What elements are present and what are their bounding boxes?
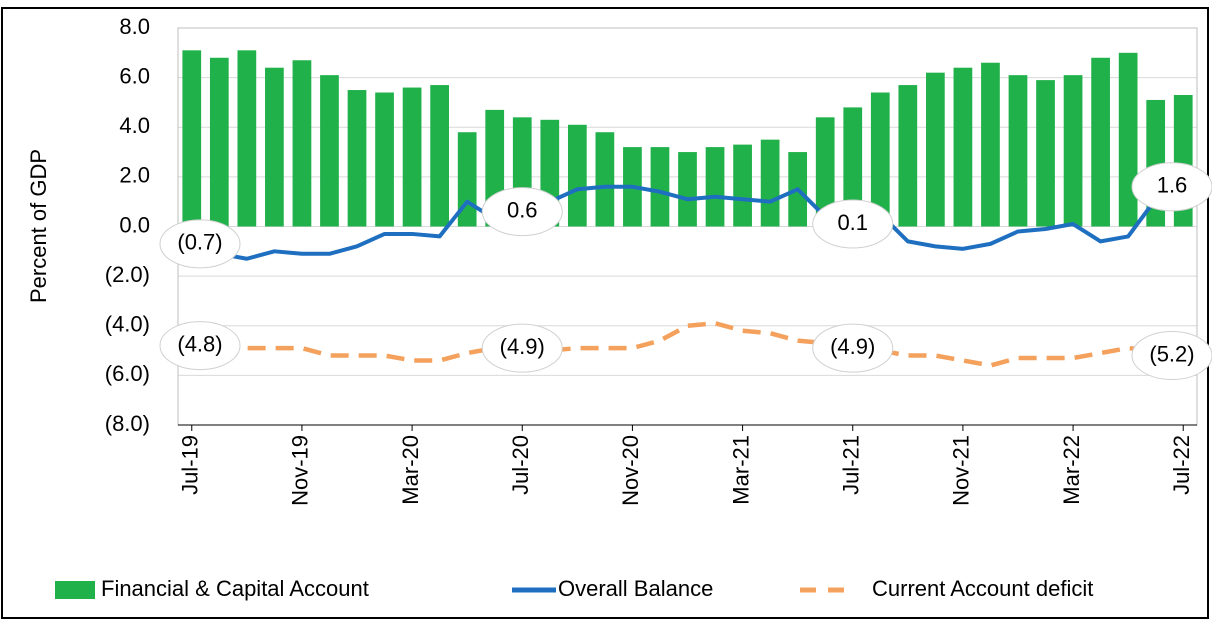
data-label-bubble xyxy=(812,199,894,249)
y-tick-label: (8.0) xyxy=(105,411,150,436)
bar xyxy=(1118,52,1138,227)
legend-label: Financial & Capital Account xyxy=(101,576,369,601)
legend-swatch xyxy=(55,581,95,599)
x-tick-label: Nov-20 xyxy=(618,435,643,506)
bar xyxy=(567,124,587,227)
data-label: (4.8) xyxy=(177,331,222,356)
x-tick-label: Jul-21 xyxy=(839,435,864,495)
bar xyxy=(182,50,202,227)
bar xyxy=(815,117,835,227)
data-label-bubble xyxy=(481,323,563,373)
y-tick-label: 2.0 xyxy=(119,163,150,188)
bar xyxy=(1091,57,1110,227)
bar xyxy=(347,90,367,227)
bar xyxy=(760,139,780,227)
data-label-bubble xyxy=(159,219,241,269)
bar xyxy=(209,57,229,227)
bar xyxy=(953,67,973,227)
data-label: (4.9) xyxy=(830,334,875,359)
bar xyxy=(595,132,615,227)
data-label: (4.9) xyxy=(500,334,545,359)
data-label-bubble xyxy=(812,323,894,373)
x-tick-label: Nov-21 xyxy=(949,435,974,506)
bar xyxy=(292,60,312,227)
bar xyxy=(265,67,284,227)
x-tick-label: Jul-22 xyxy=(1169,435,1194,495)
y-tick-label: 6.0 xyxy=(119,63,150,88)
bar xyxy=(926,72,945,227)
bar xyxy=(1036,80,1055,227)
bar xyxy=(1063,75,1083,227)
legend-label: Current Account deficit xyxy=(872,576,1093,601)
data-label-bubble xyxy=(481,187,563,237)
line-series xyxy=(191,321,1184,368)
data-label: 0.6 xyxy=(507,197,538,222)
bar xyxy=(237,50,257,227)
data-label: (5.2) xyxy=(1149,341,1194,366)
x-tick-label: Mar-21 xyxy=(728,435,753,505)
x-tick-label: Jul-20 xyxy=(508,435,533,495)
x-tick-label: Nov-19 xyxy=(288,435,313,506)
data-label: (0.7) xyxy=(177,230,222,255)
bar xyxy=(650,147,670,227)
bar xyxy=(705,147,725,227)
bar xyxy=(678,152,697,227)
y-tick-label: 8.0 xyxy=(119,14,150,39)
bar xyxy=(320,75,339,227)
y-axis-label: Percent of GDP xyxy=(26,149,51,303)
y-tick-label: (4.0) xyxy=(105,312,150,337)
bar xyxy=(898,85,918,227)
bar xyxy=(870,92,890,227)
line-series xyxy=(191,184,1185,261)
y-tick-label: (6.0) xyxy=(105,361,150,386)
data-label-bubble xyxy=(159,321,241,371)
x-tick-label: Jul-19 xyxy=(178,435,203,495)
bar xyxy=(375,92,394,227)
bar xyxy=(981,62,1000,227)
bar xyxy=(733,144,752,227)
data-label-bubble xyxy=(1131,162,1212,212)
frame xyxy=(1,7,1209,619)
data-label-bubble xyxy=(1131,331,1212,381)
y-tick-label: 0.0 xyxy=(119,212,150,237)
y-tick-label: 4.0 xyxy=(119,113,150,138)
bar xyxy=(1008,75,1028,227)
x-tick-label: Mar-22 xyxy=(1059,435,1084,505)
x-tick-label: Mar-20 xyxy=(398,435,423,505)
legend-label: Overall Balance xyxy=(558,576,713,601)
bar xyxy=(402,87,422,227)
data-label: 0.1 xyxy=(837,210,868,235)
bar xyxy=(843,107,863,227)
y-tick-label: (2.0) xyxy=(105,262,150,287)
data-label: 1.6 xyxy=(1157,173,1188,198)
bar xyxy=(430,85,449,227)
